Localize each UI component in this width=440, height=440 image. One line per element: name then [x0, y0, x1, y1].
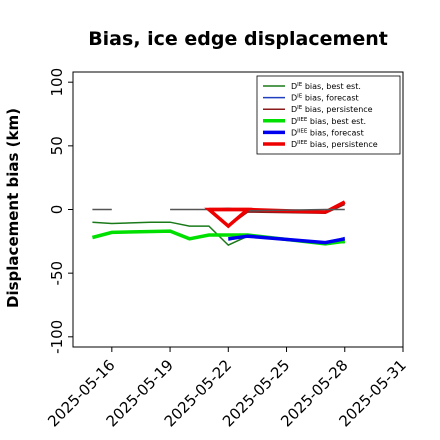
- legend: DIE bias, best est. DIE bias, forecast DIE…: [256, 75, 401, 155]
- legend-box: [256, 75, 401, 155]
- y-tick-label: -100: [48, 320, 66, 354]
- legend-entry: DIE bias, best est.: [291, 82, 361, 91]
- legend-entry: DIIEE bias, best est.: [291, 117, 366, 126]
- y-axis-label: Displacement bias (km): [4, 108, 22, 308]
- series-layer: [91, 200, 346, 246]
- y-tick-label: 100: [48, 68, 66, 97]
- legend-entry: DIIEE bias, forecast: [291, 128, 364, 137]
- series-line-d-ie-bias-persistence: [227, 203, 346, 227]
- y-tick-label: 50: [48, 136, 66, 155]
- series-line-d-iiee-bias-forecast: [228, 234, 346, 245]
- y-tick-label: 0: [48, 205, 66, 215]
- legend-entry: DIE bias, forecast: [291, 94, 359, 103]
- y-tick-label: -50: [48, 261, 66, 286]
- chart-title: Bias, ice edge displacement: [88, 28, 388, 50]
- persistence-triangle-mark: [204, 207, 253, 229]
- y-axis: 100 50 0 -50 -100: [48, 68, 73, 354]
- legend-entry: DIE bias, persistence: [291, 105, 373, 114]
- x-axis: 2025-05-162025-05-192025-05-222025-05-25…: [44, 347, 410, 430]
- legend-entry: DIIEE bias, persistence: [291, 140, 378, 149]
